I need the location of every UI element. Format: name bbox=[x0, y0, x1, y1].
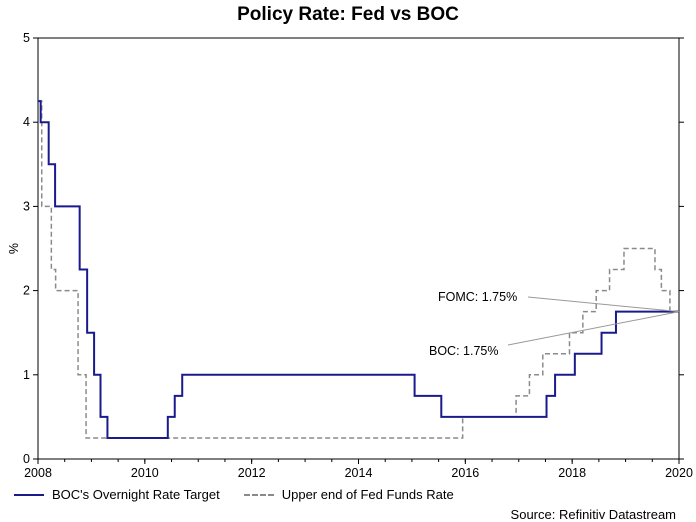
x-tick-label: 2020 bbox=[665, 466, 693, 480]
x-tick-label: 2014 bbox=[345, 466, 373, 480]
annotation-fomc-leader bbox=[527, 296, 680, 313]
legend-label-fed: Upper end of Fed Funds Rate bbox=[281, 487, 454, 502]
y-tick-label: 2 bbox=[23, 284, 30, 298]
annotation-fomc: FOMC: 1.75% bbox=[438, 290, 517, 304]
x-tick-label: 2008 bbox=[24, 466, 52, 480]
legend-swatch-fed bbox=[243, 493, 274, 496]
x-tick-label: 2018 bbox=[558, 466, 586, 480]
annotation-boc-leader bbox=[507, 311, 680, 346]
x-tick-label: 2012 bbox=[238, 466, 266, 480]
series-layer bbox=[38, 100, 679, 439]
y-axis-label: % bbox=[7, 243, 21, 254]
legend-item-fed: Upper end of Fed Funds Rate bbox=[243, 487, 454, 502]
series-line-boc bbox=[38, 100, 679, 439]
legend-item-boc: BOC's Overnight Rate Target bbox=[14, 487, 220, 502]
y-tick-label: 4 bbox=[23, 115, 30, 129]
y-tick-label: 3 bbox=[23, 199, 30, 213]
legend-swatch-boc bbox=[14, 493, 44, 496]
plot-frame bbox=[37, 37, 680, 460]
legend-label-boc: BOC's Overnight Rate Target bbox=[52, 487, 220, 502]
x-tick-label: 2010 bbox=[131, 466, 159, 480]
legend: BOC's Overnight Rate Target Upper end of… bbox=[14, 487, 478, 502]
series-line-fed bbox=[38, 100, 679, 439]
x-tick-label: 2016 bbox=[451, 466, 479, 480]
y-tick-label: 5 bbox=[23, 31, 30, 45]
annotation-boc: BOC: 1.75% bbox=[429, 344, 498, 358]
annotation-layer: FOMC: 1.75% BOC: 1.75% bbox=[429, 290, 680, 358]
y-tick-label: 1 bbox=[23, 368, 30, 382]
axes: 0 1 2 3 4 5 2008 2010 2012 2014 2016 2018 2020% bbox=[7, 31, 693, 480]
source-note: Source: Refinitiv Datastream bbox=[510, 507, 676, 522]
y-tick-label: 0 bbox=[23, 452, 30, 466]
chart-title: Policy Rate: Fed vs BOC bbox=[237, 4, 459, 25]
